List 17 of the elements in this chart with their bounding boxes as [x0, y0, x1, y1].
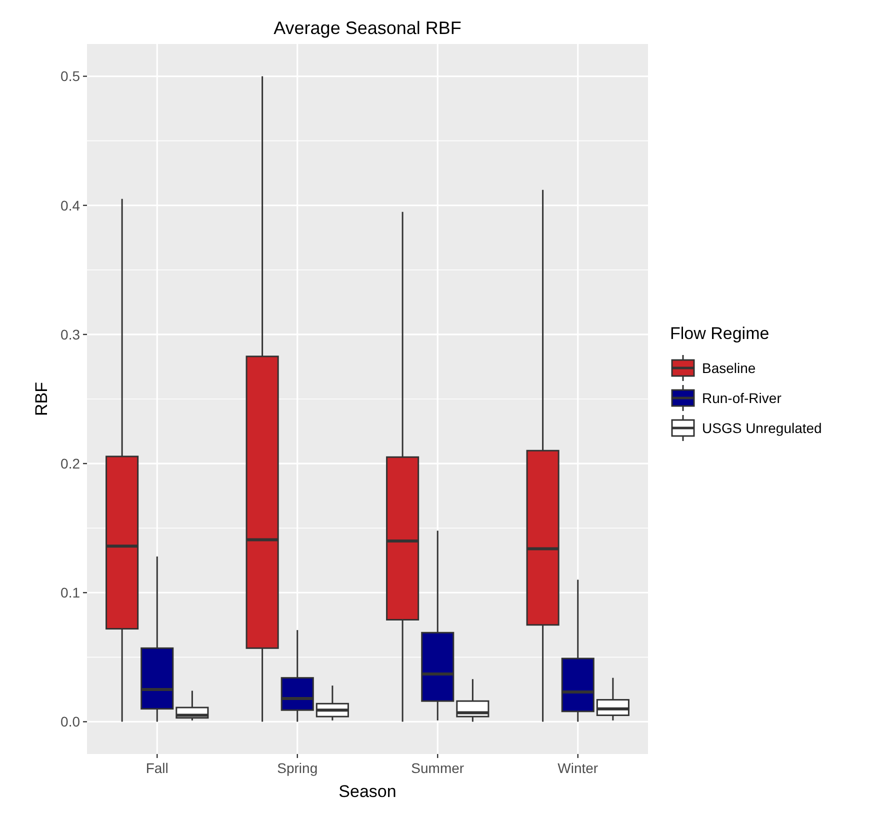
y-tick-label: 0.0: [60, 714, 80, 730]
x-tick-label: Fall: [146, 760, 168, 776]
y-tick-label: 0.4: [60, 197, 80, 214]
y-tick-label: 0.3: [60, 326, 80, 342]
chart-title: Average Seasonal RBF: [274, 18, 462, 38]
legend-title: Flow Regime: [670, 324, 770, 343]
y-axis-title: RBF: [32, 382, 51, 416]
legend-label: Baseline: [702, 360, 756, 376]
x-tick-label: Summer: [411, 760, 464, 776]
y-tick-label: 0.5: [60, 68, 80, 84]
x-tick-label: Winter: [558, 760, 598, 776]
y-tick-label: 0.1: [60, 584, 80, 601]
x-axis-title: Season: [338, 782, 396, 801]
x-tick-label: Spring: [277, 760, 318, 776]
legend-label: USGS Unregulated: [702, 420, 822, 436]
legend-label: Run-of-River: [702, 390, 782, 406]
y-tick-label: 0.2: [60, 455, 80, 472]
